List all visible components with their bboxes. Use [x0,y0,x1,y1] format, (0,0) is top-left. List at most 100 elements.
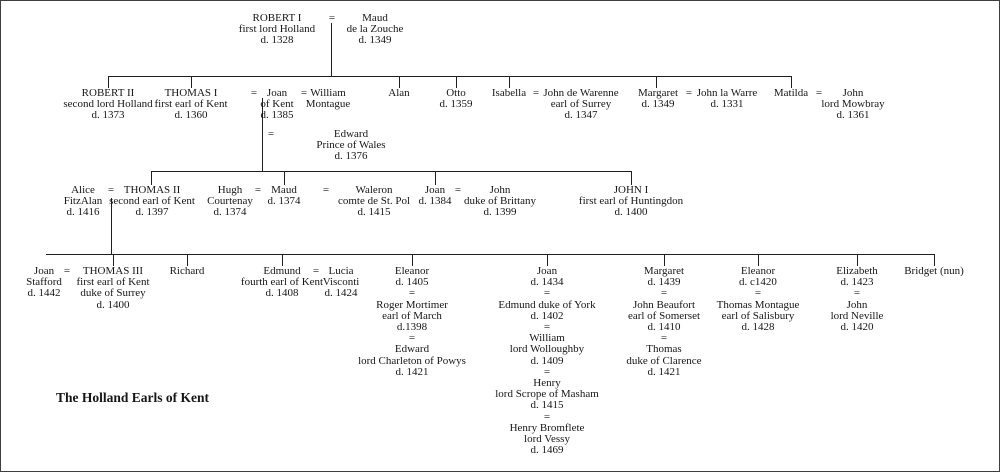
person-joan-younger: Joan d. 1434 [530,265,564,289]
person-otto: Otto d. 1359 [439,87,473,111]
person-edmund-duke-of-york: Edmund duke of York d. 1402 [498,298,596,322]
person-robert-ii: ROBERT II second lord Holland d. 1373 [63,87,153,122]
person-john-neville: John lord Neville d. 1420 [830,298,884,334]
marriage-symbol: = [250,87,258,99]
marriage-symbol: = [322,184,330,196]
marriage-symbol: = [815,87,823,99]
person-john-beaufort: John Beaufort earl of Somerset d. 1410 [627,298,701,334]
marriage-symbol: = [328,12,336,24]
drop-line-edmund [282,254,283,266]
descent-line-thomas2-alice [111,198,112,254]
descent-line-thomas1-joan [262,98,263,171]
person-joan-stafford: Joan Stafford d. 1442 [26,265,62,300]
drop-line-eleanor [412,254,413,266]
drop-line-robert2 [108,76,109,88]
person-maud-de-la-zouche: Maud de la Zouche d. 1349 [346,12,404,47]
marriage-symbol: = [532,87,540,99]
drop-line-bridget [934,254,935,266]
marriage-symbol: = [408,332,416,345]
drop-line-maud [284,171,285,185]
marriage-symbol: = [543,321,551,334]
person-edmund: Edmund fourth earl of Kent d. 1408 [240,265,324,300]
marriage-symbol: = [312,265,320,277]
person-joan-holland: Joan d. 1384 [418,184,452,208]
drop-line-otto [456,76,457,88]
drop-line-thomas3 [113,254,114,266]
chain-eleanor: Eleanor d. 1405 = Roger Mortimer earl of… [358,265,466,378]
marriage-symbol: = [853,287,861,300]
person-thomas-ii: THOMAS II second earl of Kent d. 1397 [109,184,195,219]
person-john-i: JOHN I first earl of Huntingdon d. 1400 [578,184,684,219]
person-matilda: Matilda [773,87,809,99]
chain-elizabeth: Elizabeth d. 1423 = John lord Neville d.… [830,265,884,334]
marriage-symbol: = [300,87,308,99]
person-john-la-warre: John la Warre d. 1331 [696,87,758,111]
marriage-symbol: = [254,184,262,196]
person-edward-charleton: Edward lord Charleton of Powys d. 1421 [358,343,466,378]
person-alice-fitzalan: Alice FitzAlan d. 1416 [63,184,103,219]
drop-line-matilda [791,76,792,88]
person-henry-scrope: Henry lord Scrope of Masham d. 1415 [495,377,599,412]
person-lucia-visconti: Lucia Visconti d. 1424 [322,265,360,300]
marriage-symbol: = [408,287,416,300]
drop-line-margaret-younger [664,254,665,266]
marriage-symbol: = [543,365,551,378]
person-thomas-duke-of-clarence: Thomas duke of Clarence d. 1421 [626,343,702,378]
drop-line-alan [399,76,400,88]
marriage-symbol: = [454,184,462,196]
drop-line-elizabeth [857,254,858,266]
person-william-montague: William Montague [305,87,351,111]
person-thomas-i: THOMAS I first earl of Kent d. 1360 [154,87,228,122]
drop-line-joan [435,171,436,185]
person-isabella: Isabella [491,87,527,99]
person-margaret-younger: Margaret d. 1439 [643,265,685,289]
marriage-symbol: = [660,332,668,345]
person-william-wolloughby: William lord Wolloughby d. 1409 [509,332,585,367]
person-margaret: Margaret d. 1349 [637,87,679,111]
person-eleanor-2: Eleanor d. c1420 [739,265,777,289]
person-thomas-montague: Thomas Montague earl of Salisbury d. 142… [716,298,800,334]
sibling-bar-gen2 [108,76,791,77]
chain-eleanor-2: Eleanor d. c1420 = Thomas Montague earl … [716,265,800,334]
person-richard: Richard [169,265,205,277]
descent-line-robert1 [331,23,332,76]
marriage-symbol: = [543,287,551,300]
sibling-bar-gen3 [151,171,631,172]
drop-line-thomas2 [151,171,152,185]
drop-line-thomas1 [191,76,192,88]
person-roger-mortimer: Roger Mortimer earl of March d.1398 [376,298,448,334]
person-alan: Alan [388,87,410,99]
drop-line-margaret [656,76,657,88]
person-maud-holland: Maud d. 1374 [267,184,301,208]
marriage-symbol: = [107,184,115,196]
marriage-symbol: = [660,287,668,300]
drop-line-joan-younger [547,254,548,266]
marriage-symbol: = [754,287,762,300]
person-edward-prince-of-wales: Edward Prince of Wales d. 1376 [316,128,386,163]
person-robert-i: ROBERT I first lord Holland d. 1328 [238,12,316,47]
marriage-symbol: = [685,87,693,99]
person-eleanor: Eleanor d. 1405 [394,265,430,289]
chain-margaret-younger: Margaret d. 1439 = John Beaufort earl of… [626,265,702,378]
person-elizabeth: Elizabeth d. 1423 [836,265,878,289]
marriage-symbol: = [63,265,71,277]
person-waleron-st-pol: Waleron comte de St. Pol d. 1415 [337,184,411,219]
chain-joan-younger: Joan d. 1434 = Edmund duke of York d. 14… [495,265,599,457]
person-john-duke-of-brittany: John duke of Brittany d. 1399 [463,184,537,219]
chart-caption: The Holland Earls of Kent [56,390,210,405]
person-hugh-courtenay: Hugh Courtenay d. 1374 [207,184,253,219]
person-bridget: Bridget (nun) [904,265,964,277]
drop-line-richard [187,254,188,266]
person-joan-of-kent: Joan of Kent d. 1385 [260,87,294,122]
marriage-symbol: = [543,410,551,423]
person-thomas-iii: THOMAS III first earl of Kent duke of Su… [76,265,150,311]
sibling-bar-gen4 [46,254,934,255]
drop-line-john1 [631,171,632,185]
drop-line-eleanor-2 [758,254,759,266]
person-henry-bromflete: Henry Bromflete lord Vessy d. 1469 [509,421,585,457]
drop-line-isabella [509,76,510,88]
person-john-mowbray: John lord Mowbray d. 1361 [821,87,885,122]
marriage-symbol: = [267,128,275,140]
person-john-de-warenne: John de Warenne earl of Surrey d. 1347 [543,87,619,122]
